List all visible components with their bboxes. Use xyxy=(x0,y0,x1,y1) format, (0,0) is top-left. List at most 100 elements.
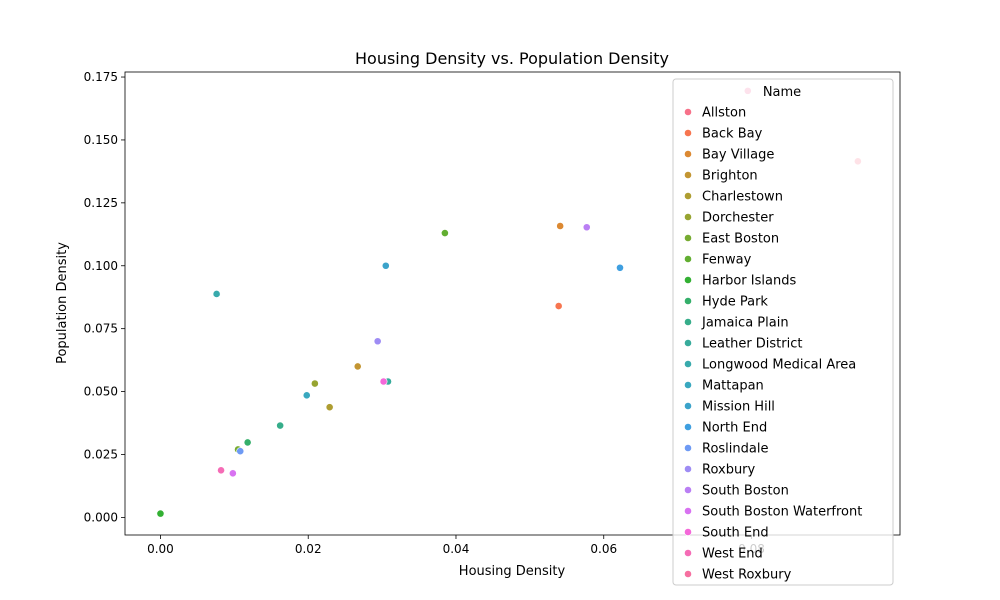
data-point xyxy=(556,222,565,230)
legend-label: Charlestown xyxy=(702,190,783,205)
legend-marker xyxy=(684,171,692,179)
legend-marker xyxy=(684,360,692,368)
legend-item: West Roxbury xyxy=(684,568,792,583)
x-tick-label: 0.06 xyxy=(590,542,617,556)
legend-item: South Boston xyxy=(684,484,789,499)
data-point xyxy=(616,263,624,272)
data-point xyxy=(440,229,449,237)
x-axis-label: Housing Density xyxy=(459,564,566,579)
legend-marker xyxy=(684,255,692,263)
legend-item: Fenway xyxy=(684,253,752,268)
data-point xyxy=(217,466,225,475)
legend-item: Back Bay xyxy=(684,127,763,142)
legend-label: Jamaica Plain xyxy=(701,316,789,331)
data-point xyxy=(381,261,390,270)
legend-label: Leather District xyxy=(702,337,802,352)
y-tick-label: 0.050 xyxy=(84,385,118,399)
legend-item: Jamaica Plain xyxy=(684,316,789,331)
y-tick-label: 0.000 xyxy=(84,510,118,524)
legend-marker xyxy=(684,276,692,284)
legend-marker xyxy=(684,150,692,158)
legend-label: Hyde Park xyxy=(702,295,768,310)
legend-label: Longwood Medical Area xyxy=(702,358,856,373)
legend-item: Mission Hill xyxy=(684,400,775,415)
legend-marker xyxy=(684,465,692,473)
legend-box xyxy=(672,78,894,586)
legend-label: West Roxbury xyxy=(702,568,792,583)
legend-item: Charlestown xyxy=(684,190,783,205)
legend-item: Leather District xyxy=(684,337,802,352)
y-tick-label: 0.025 xyxy=(84,447,118,461)
legend-marker xyxy=(684,381,692,389)
data-point xyxy=(302,391,311,400)
legend-marker xyxy=(684,192,692,200)
legend-marker xyxy=(684,213,692,221)
legend-label: Allston xyxy=(702,106,746,121)
data-point xyxy=(243,438,252,447)
legend-label: Mattapan xyxy=(702,379,764,394)
legend-items: Allston Back Bay Bay Village Brighton Charle… xyxy=(684,106,862,583)
legend-marker xyxy=(684,570,692,578)
chart-title: Housing Density vs. Population Density xyxy=(355,49,669,68)
x-tick-label: 0.02 xyxy=(295,542,322,556)
legend-title: Name xyxy=(763,85,801,100)
legend-item: South Boston Waterfront xyxy=(684,505,862,520)
legend-label: Mission Hill xyxy=(702,400,775,415)
data-point xyxy=(554,302,563,310)
legend-label: Brighton xyxy=(702,169,758,184)
y-axis-label: Population Density xyxy=(55,242,70,364)
legend-item: Roslindale xyxy=(684,442,768,457)
legend-marker xyxy=(684,297,692,305)
legend-label: Dorchester xyxy=(702,211,774,226)
y-tick-label: 0.075 xyxy=(84,322,118,336)
legend-marker xyxy=(684,108,692,116)
legend-label: South Boston Waterfront xyxy=(702,505,862,520)
legend-marker xyxy=(684,129,692,137)
y-tick-label: 0.175 xyxy=(84,70,118,84)
legend-label: South End xyxy=(702,526,769,541)
legend-item: Longwood Medical Area xyxy=(684,358,856,373)
legend-label: Back Bay xyxy=(702,127,763,142)
legend-item: Dorchester xyxy=(684,211,774,226)
legend-item: Brighton xyxy=(684,169,758,184)
data-point xyxy=(582,223,591,232)
legend-marker xyxy=(684,507,692,515)
legend-label: South Boston xyxy=(702,484,789,499)
legend-item: Mattapan xyxy=(684,379,764,394)
y-tick-label: 0.150 xyxy=(84,133,118,147)
y-axis: 0.000 0.025 0.050 0.075 0.100 0.125 0.150 0.175 xyxy=(84,70,125,524)
legend-item: Harbor Islands xyxy=(684,274,796,289)
x-tick-label: 0.00 xyxy=(147,542,174,556)
plot-frame xyxy=(124,71,901,536)
legend-item: North End xyxy=(684,421,767,436)
data-point xyxy=(379,377,388,386)
y-tick-label: 0.125 xyxy=(84,196,118,210)
legend-item: East Boston xyxy=(684,232,779,247)
legend-marker xyxy=(684,402,692,410)
legend-item: Hyde Park xyxy=(684,295,768,310)
legend-label: East Boston xyxy=(702,232,779,247)
data-point xyxy=(228,469,237,478)
legend-item: Bay Village xyxy=(684,148,774,163)
legend-label: Roslindale xyxy=(702,442,768,457)
data-point xyxy=(276,421,285,430)
legend: Name Allston Back Bay Bay Village Brighton C… xyxy=(672,78,894,586)
legend-marker xyxy=(684,234,692,242)
legend-marker xyxy=(684,549,692,557)
legend-label: North End xyxy=(702,421,767,436)
data-point xyxy=(212,290,221,298)
legend-label: West End xyxy=(702,547,763,562)
legend-marker xyxy=(684,486,692,494)
data-point xyxy=(310,379,319,388)
legend-marker xyxy=(684,444,692,452)
legend-item: Roxbury xyxy=(684,463,756,478)
data-point xyxy=(325,403,334,412)
x-axis: 0.000.020.040.060.08 xyxy=(147,535,765,556)
legend-label: Roxbury xyxy=(702,463,756,478)
legend-item: South End xyxy=(684,526,769,541)
y-tick-label: 0.100 xyxy=(84,259,118,273)
legend-label: Fenway xyxy=(702,253,752,268)
legend-marker xyxy=(684,528,692,536)
data-point xyxy=(156,509,165,518)
